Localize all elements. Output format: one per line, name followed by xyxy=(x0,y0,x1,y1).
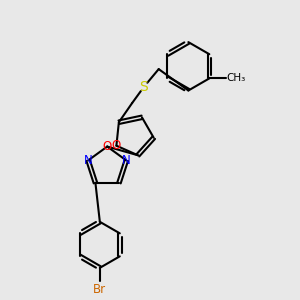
Text: S: S xyxy=(140,80,148,94)
Text: O: O xyxy=(103,140,112,153)
Text: Br: Br xyxy=(93,283,106,296)
Text: CH₃: CH₃ xyxy=(226,74,246,83)
Text: N: N xyxy=(122,154,131,167)
Text: O: O xyxy=(112,139,121,152)
Text: N: N xyxy=(84,154,92,167)
